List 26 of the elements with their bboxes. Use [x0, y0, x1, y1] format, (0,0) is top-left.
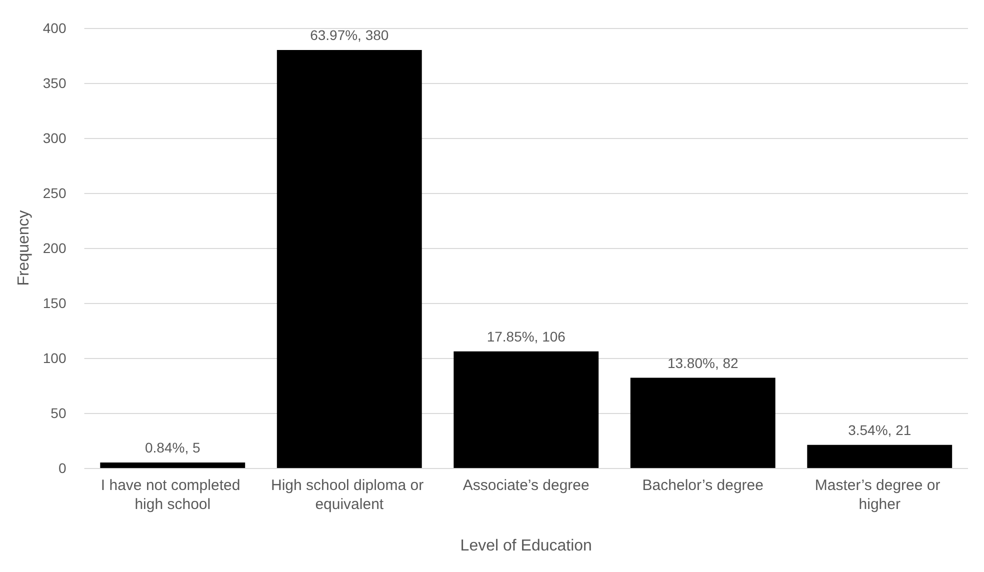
bar	[807, 444, 952, 468]
y-axis-title: Frequency	[16, 210, 32, 286]
x-tick-label: Master’s degree or higher	[814, 477, 944, 513]
y-tick-label: 150	[42, 295, 66, 311]
y-tick-label: 350	[42, 75, 66, 91]
bar	[454, 351, 599, 468]
x-tick-label: High school diploma or equivalent	[271, 477, 428, 513]
data-label: 17.85%, 106	[486, 328, 566, 344]
data-label: 13.80%, 82	[667, 354, 739, 371]
data-label: 0.84%, 5	[145, 440, 200, 456]
bar	[276, 50, 422, 468]
data-label: 3.54%, 21	[848, 422, 912, 438]
x-axis-title: Level of Education	[460, 538, 592, 554]
bar	[100, 462, 246, 468]
y-tick-label: 300	[42, 130, 66, 146]
y-tick-label: 0	[58, 460, 66, 476]
x-tick-label: Bachelor’s degree	[642, 477, 764, 494]
y-tick-label: 50	[50, 405, 66, 421]
y-tick-label: 100	[42, 350, 66, 366]
y-tick-label: 250	[42, 185, 66, 201]
y-tick-label: 200	[42, 240, 66, 256]
data-label: 63.97%, 380	[310, 27, 389, 43]
y-tick-label: 400	[42, 20, 66, 36]
x-tick-label: Associate’s degree	[462, 477, 590, 494]
x-tick-label: I have not completed high school	[100, 477, 244, 513]
bar	[630, 378, 776, 468]
